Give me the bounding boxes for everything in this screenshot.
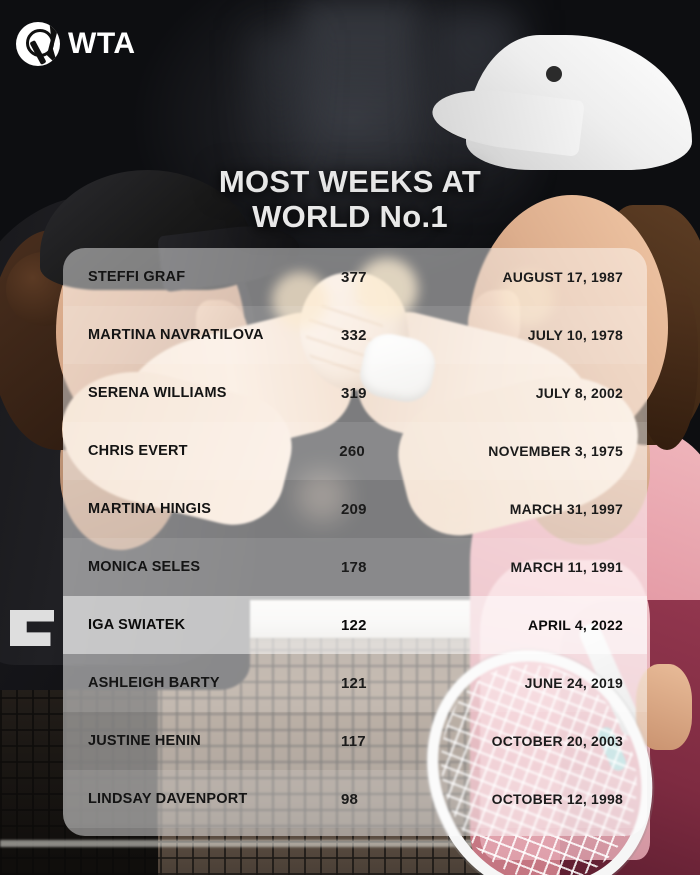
table-row: STEFFI GRAF 377 AUGUST 17, 1987: [63, 248, 647, 306]
weeks-count: 319: [341, 384, 367, 402]
date-reached: APRIL 4, 2022: [528, 617, 623, 633]
date-reached: JULY 8, 2002: [535, 385, 623, 401]
ranking-table-rows: STEFFI GRAF 377 AUGUST 17, 1987 MARTINA NAV…: [63, 248, 647, 836]
table-row: ASHLEIGH BARTY 121 JUNE 24, 2019: [63, 654, 647, 712]
weeks-count: 332: [341, 326, 367, 344]
weeks-count: 260: [339, 442, 365, 460]
table-row: JUSTINE HENIN 117 OCTOBER 20, 2003: [63, 712, 647, 770]
page-title: MOST WEEKS AT WORLD No.1: [0, 164, 700, 234]
date-reached: OCTOBER 20, 2003: [491, 733, 623, 749]
table-row: MONICA SELES 178 MARCH 11, 1991: [63, 538, 647, 596]
player-name: MONICA SELES: [88, 559, 201, 575]
player-name: LINDSAY DAVENPORT: [88, 791, 248, 807]
date-reached: MARCH 31, 1997: [509, 501, 623, 517]
table-row: SERENA WILLIAMS 319 JULY 8, 2002: [63, 364, 647, 422]
ranking-table-panel: STEFFI GRAF 377 AUGUST 17, 1987 MARTINA NAV…: [63, 248, 647, 836]
table-row: IGA SWIATEK 122 APRIL 4, 2022: [63, 596, 647, 654]
wta-logo: WTA: [16, 22, 136, 66]
weeks-count: 377: [341, 268, 367, 286]
date-reached: JUNE 24, 2019: [524, 675, 623, 691]
player-name: MARTINA HINGIS: [88, 501, 212, 517]
weeks-count: 209: [341, 500, 367, 518]
table-row: MARTINA NAVRATILOVA 332 JULY 10, 1978: [63, 306, 647, 364]
player-name: MARTINA NAVRATILOVA: [88, 327, 264, 343]
date-reached: OCTOBER 12, 1998: [491, 791, 623, 807]
page-title-line-2: WORLD No.1: [252, 198, 448, 234]
wta-wordmark: WTA: [68, 27, 136, 60]
table-row: LINDSAY DAVENPORT 98 OCTOBER 12, 1998: [63, 770, 647, 828]
weeks-count: 121: [341, 674, 367, 692]
court-line: [0, 840, 700, 847]
player-name: SERENA WILLIAMS: [88, 385, 227, 401]
wta-circle-icon: [16, 22, 60, 66]
right-player-cap-logo: [546, 66, 562, 82]
player-name: STEFFI GRAF: [88, 269, 186, 285]
table-row: CHRIS EVERT 260 NOVEMBER 3, 1975: [63, 422, 647, 480]
weeks-count: 117: [341, 732, 366, 750]
arena-light-blur-b: [250, 30, 310, 200]
player-name: IGA SWIATEK: [88, 617, 186, 633]
date-reached: MARCH 11, 1991: [510, 559, 623, 575]
page-title-line-1: MOST WEEKS AT: [218, 164, 482, 199]
player-name: JUSTINE HENIN: [88, 733, 201, 749]
table-row: MARTINA HINGIS 209 MARCH 31, 1997: [63, 480, 647, 538]
wta-swish-icon: [46, 24, 58, 66]
player-name: ASHLEIGH BARTY: [88, 675, 220, 691]
date-reached: AUGUST 17, 1987: [502, 269, 623, 285]
weeks-count: 98: [341, 790, 359, 808]
weeks-count: 178: [341, 558, 367, 576]
player-name: CHRIS EVERT: [88, 443, 188, 459]
weeks-count: 122: [341, 616, 367, 634]
date-reached: JULY 10, 1978: [527, 327, 623, 343]
date-reached: NOVEMBER 3, 1975: [488, 443, 623, 459]
